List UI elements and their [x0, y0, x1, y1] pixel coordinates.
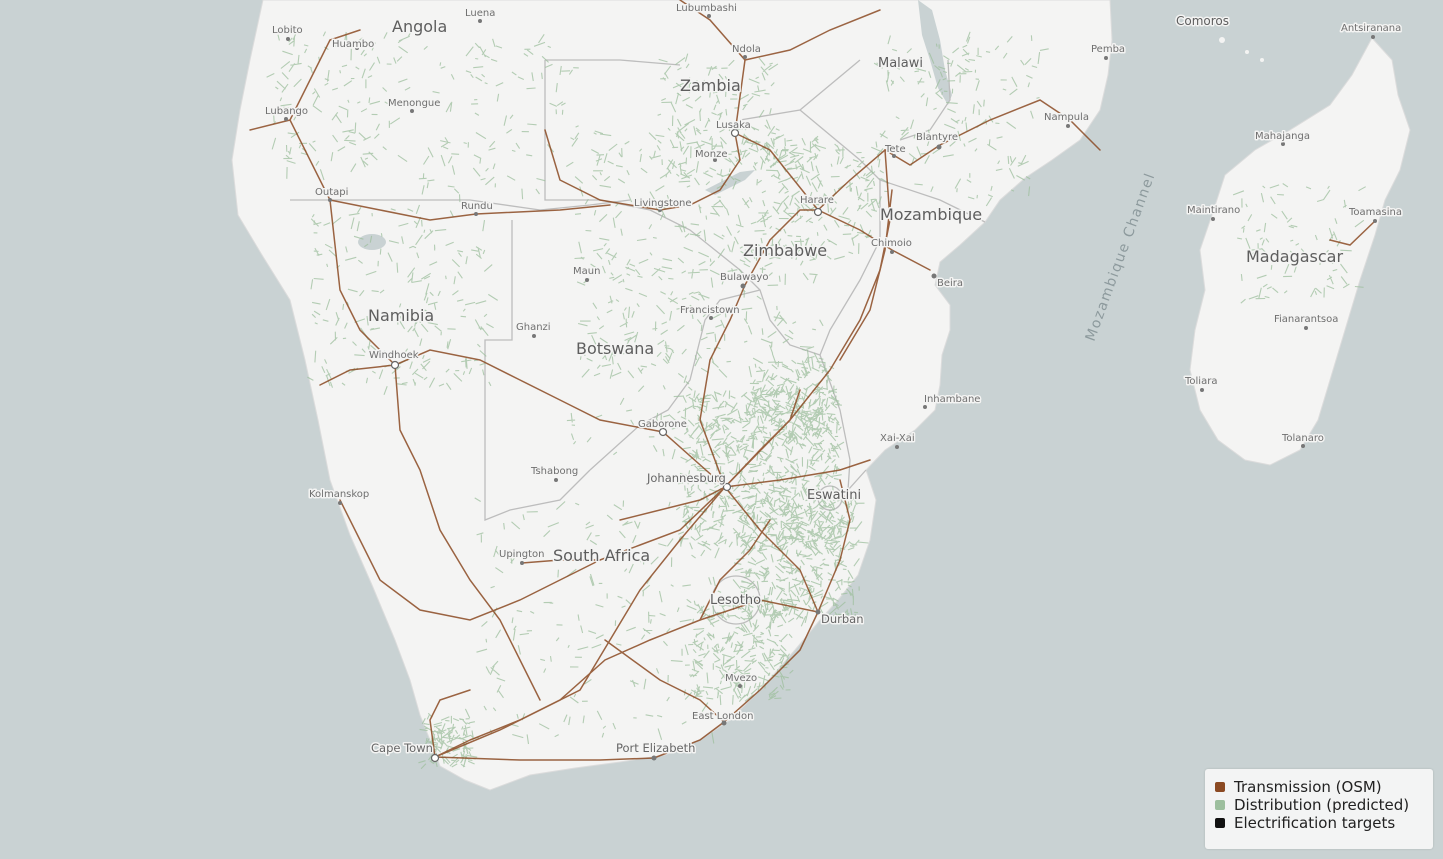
country-label-lesotho: Lesotho	[710, 593, 761, 608]
city-label-tete: Tete	[884, 144, 906, 155]
legend-item-distribution: Distribution (predicted)	[1215, 796, 1423, 814]
city-label-ghanzi: Ghanzi	[516, 322, 551, 333]
city-label-rundu: Rundu	[461, 201, 493, 212]
transmission-network	[249, 0, 1376, 761]
city-label-gaborone: Gaborone	[638, 419, 687, 430]
legend-label-targets: Electrification targets	[1234, 814, 1396, 832]
city-label-bulawayo: Bulawayo	[720, 272, 768, 283]
country-labels: Angola Zambia Malawi Mozambique Zimbabwe…	[367, 13, 1345, 610]
island-comoros-2	[1245, 50, 1249, 54]
city-label-upington: Upington	[499, 549, 545, 560]
capital-markers	[390, 128, 823, 763]
country-label-angola: Angola	[392, 17, 447, 36]
country-label-zimbabwe: Zimbabwe	[743, 241, 827, 260]
land-mainland	[231, 0, 1113, 791]
legend-swatch-distribution	[1215, 800, 1225, 810]
city-label-tshabong: Tshabong	[530, 466, 578, 477]
city-label-tolanaro: Tolanaro	[1281, 433, 1324, 444]
city-label-maun: Maun	[573, 266, 600, 277]
city-label-lubumbashi: Lubumbashi	[676, 3, 737, 14]
city-label-east-london: East London	[692, 711, 753, 722]
city-label-port-elizabeth: Port Elizabeth	[616, 741, 695, 755]
city-label-huambo: Huambo	[332, 39, 374, 50]
city-label-chimoio: Chimoio	[871, 238, 912, 249]
city-label-livingstone: Livingstone	[634, 198, 691, 209]
land-madagascar	[1189, 37, 1411, 466]
country-label-madagascar: Madagascar	[1246, 247, 1343, 266]
city-label-antsiranana: Antsiranana	[1341, 23, 1401, 34]
city-label-nampula: Nampula	[1044, 112, 1089, 123]
city-labels: Lobito Huambo Luena Lubumbashi Ndola Lub…	[264, 2, 1404, 757]
country-label-south-africa: South Africa	[553, 546, 650, 565]
city-label-lobito: Lobito	[272, 25, 303, 36]
city-markers	[284, 14, 1377, 761]
city-label-maintirano: Maintirano	[1187, 205, 1240, 216]
city-label-fianarantsoa: Fianarantsoa	[1274, 314, 1338, 325]
legend-swatch-transmission	[1215, 782, 1225, 792]
legend-label-distribution: Distribution (predicted)	[1234, 796, 1410, 814]
city-label-windhoek: Windhoek	[369, 350, 419, 361]
country-label-mozambique: Mozambique	[880, 205, 982, 224]
legend-item-targets: Electrification targets	[1215, 814, 1423, 832]
city-label-lusaka: Lusaka	[716, 120, 751, 131]
city-label-lubango: Lubango	[265, 106, 308, 117]
city-label-inhambane: Inhambane	[924, 394, 980, 405]
city-label-kolmanskop: Kolmanskop	[309, 489, 369, 500]
city-label-outapi: Outapi	[315, 187, 348, 198]
country-label-comoros: Comoros	[1176, 14, 1229, 28]
city-label-beira: Beira	[937, 278, 963, 289]
country-label-malawi: Malawi	[878, 56, 923, 71]
city-label-xai-xai: Xai-Xai	[880, 433, 915, 444]
country-label-eswatini: Eswatini	[807, 488, 861, 503]
island-comoros-3	[1260, 58, 1264, 62]
country-label-namibia: Namibia	[368, 306, 434, 325]
city-label-blantyre: Blantyre	[916, 132, 958, 143]
city-label-mahajanga: Mahajanga	[1255, 131, 1310, 142]
city-label-durban: Durban	[821, 612, 864, 626]
legend-swatch-targets	[1215, 818, 1225, 828]
city-label-francistown: Francistown	[680, 305, 740, 316]
city-label-toliara: Toliara	[1184, 376, 1217, 387]
map-legend: Transmission (OSM) Distribution (predict…	[1205, 769, 1433, 849]
city-label-cape-town: Cape Town	[371, 741, 433, 755]
lake-malawi	[918, 0, 952, 105]
city-label-mvezo: Mvezo	[725, 673, 757, 684]
city-label-ndola: Ndola	[732, 44, 761, 55]
city-label-johannesburg: Johannesburg	[646, 471, 726, 485]
country-label-zambia: Zambia	[680, 76, 741, 95]
city-label-toamasina: Toamasina	[1348, 207, 1402, 218]
city-label-menongue: Menongue	[388, 98, 440, 109]
country-label-botswana: Botswana	[576, 339, 654, 358]
legend-label-transmission: Transmission (OSM)	[1234, 778, 1382, 796]
legend-item-transmission: Transmission (OSM)	[1215, 778, 1423, 796]
city-label-luena: Luena	[465, 8, 495, 19]
city-label-pemba: Pemba	[1091, 44, 1125, 55]
island-comoros-1	[1219, 37, 1225, 43]
city-label-monze: Monze	[695, 149, 728, 160]
city-label-harare: Harare	[800, 195, 834, 206]
